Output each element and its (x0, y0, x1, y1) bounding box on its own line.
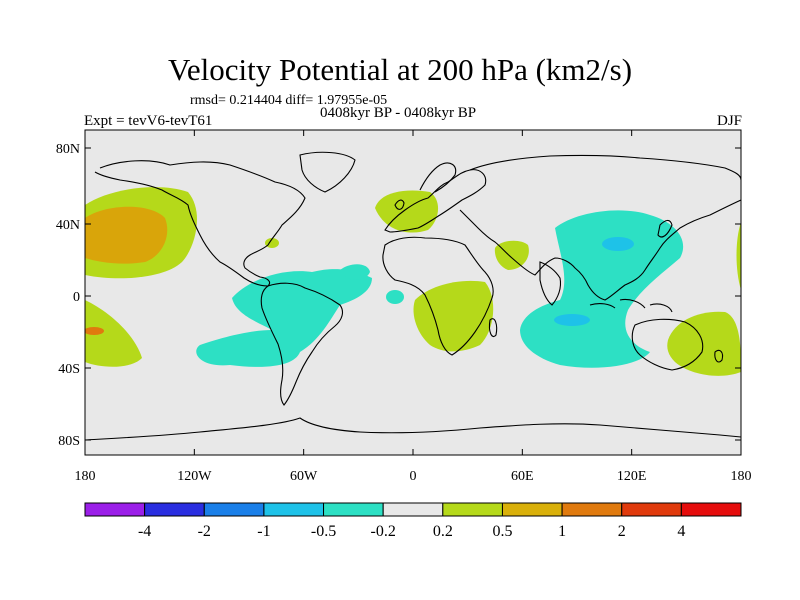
experiment-label: Expt = tevV6-tevT61 (84, 113, 213, 129)
y-tick-label: 40S (58, 362, 80, 377)
contour-se-pacific-core (85, 327, 104, 335)
coast-uk (394, 199, 405, 210)
contour-w-africa-small (386, 290, 404, 304)
colorbar-swatch (501, 502, 563, 517)
colorbar-label: -2 (198, 523, 211, 540)
x-tick-label: 60W (290, 469, 318, 484)
contour-atlantic-blob (340, 264, 370, 280)
x-tick-label: 60E (511, 469, 534, 484)
colorbar: -4 -2 -1 -0.5 -0.2 0.2 0.5 1 2 4 (84, 502, 742, 540)
contour-gulf-patch (265, 238, 279, 248)
contour-indian-core (554, 314, 590, 326)
coast-australia (631, 318, 704, 371)
contour-indian-ocean (520, 210, 684, 368)
contour-dateline-east (736, 222, 741, 290)
coast-greenland (299, 151, 356, 193)
coast-madagascar (488, 318, 498, 338)
colorbar-label: -1 (257, 523, 270, 540)
coastlines (85, 151, 741, 441)
colorbar-swatch (84, 502, 146, 517)
colorbar-swatch (442, 502, 503, 517)
y-tick-label: 80S (58, 434, 80, 449)
colorbar-label: 1 (558, 523, 566, 540)
coast-europe (384, 169, 487, 233)
x-tick-label: 120E (617, 469, 647, 484)
y-tick-label: 0 (73, 290, 80, 305)
coast-indonesia (589, 298, 673, 313)
season-label: DJF (716, 113, 742, 129)
colorbar-label: -4 (138, 523, 151, 540)
colorbar-swatch (263, 502, 325, 517)
colorbar-label: 4 (677, 523, 685, 540)
x-tick-label: 180 (731, 469, 752, 484)
colorbar-swatch (323, 502, 384, 517)
colorbar-label: -0.2 (371, 523, 396, 540)
colorbar-label: 0.2 (433, 523, 453, 540)
contour-china-core (602, 237, 634, 251)
x-tick-label: 0 (410, 469, 417, 484)
y-tick-label: 80N (56, 142, 80, 157)
coast-scandinavia (419, 162, 457, 193)
coast-asia (459, 154, 741, 301)
colorbar-label: 0.5 (492, 523, 512, 540)
plot-background (85, 130, 741, 455)
colorbar-swatch (382, 502, 444, 517)
coast-new-zealand (714, 349, 724, 363)
x-tick-label: 180 (75, 469, 96, 484)
colorbar-swatch (680, 502, 742, 517)
coast-antarctica (85, 417, 741, 441)
colorbar-swatch (203, 502, 265, 517)
coast-japan (657, 219, 673, 238)
colorbar-swatch (561, 502, 623, 517)
colorbar-label: -0.5 (311, 523, 336, 540)
coast-south-america (260, 282, 344, 406)
colorbar-swatch (621, 502, 682, 517)
colorbar-label: 2 (618, 523, 626, 540)
contour-se-pacific (85, 300, 142, 367)
coast-africa (382, 236, 494, 356)
colorbar-swatch (144, 502, 205, 517)
contour-arabia (494, 240, 529, 270)
coast-india (539, 261, 562, 306)
contour-s-america (196, 269, 372, 367)
map-title: Velocity Potential at 200 hPa (km2/s) (167, 52, 633, 87)
stats-text: rmsd= 0.214404 diff= 1.97955e-05 (190, 93, 388, 108)
contour-fills (85, 187, 741, 376)
x-tick-label: 120W (177, 469, 212, 484)
period-text: 0408kyr BP - 0408kyr BP (320, 105, 477, 121)
contour-n-pacific-inner (85, 206, 168, 264)
coast-north-america (94, 160, 306, 287)
x-axis: 180 120W 60W 0 60E 120E 180 (75, 130, 752, 484)
y-tick-label: 40N (56, 218, 80, 233)
y-axis: 80N 40N 0 40S 80S (56, 142, 741, 449)
